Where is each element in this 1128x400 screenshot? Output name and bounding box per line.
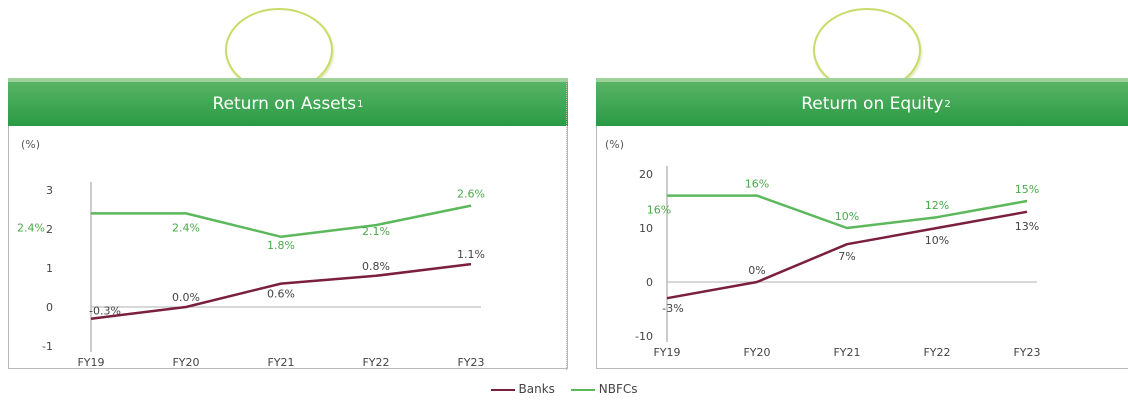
chart1-label-nbfcs-3: 12% <box>925 199 949 212</box>
chart1-x-tick-fy22: FY22 <box>923 346 950 359</box>
chart0-y-tick-0: -1 <box>42 340 53 353</box>
chart1-x-tick-fy21: FY21 <box>833 346 860 359</box>
roa-panel: Return on Assets 1 (%) -1 0 1 2 3 FY19 FY20 FY21 F… <box>8 78 568 369</box>
chart1-label-nbfcs-0: 16% <box>647 204 671 217</box>
chart1-y-tick-2: 10 <box>639 222 653 235</box>
chart0-x-tick-fy20: FY20 <box>172 356 199 368</box>
chart0-label-nbfcs-0: 2.4% <box>17 221 45 234</box>
chart1-x-tick-fy20: FY20 <box>743 346 770 359</box>
chart1-label-nbfcs-2: 10% <box>835 210 859 223</box>
roa-title: Return on Assets <box>212 94 357 114</box>
roe-panel: Return on Equity 2 (%) -10 0 10 20 FY19 FY20 FY2… <box>596 78 1128 369</box>
chart0-label-banks-3: 0.8% <box>362 260 390 273</box>
roe-panel-header: Return on Equity 2 <box>596 78 1128 126</box>
roe-chart: (%) -10 0 10 20 FY19 FY20 FY21 FY22 FY23 -3% 0% 7% 10… <box>605 138 1041 359</box>
chart0-x-tick-fy19: FY19 <box>77 356 104 368</box>
chart1-x-tick-fy23: FY23 <box>1013 346 1040 359</box>
legend-item-banks: Banks <box>490 382 555 396</box>
legend-item-nbfcs: NBFCs <box>570 382 638 396</box>
chart0-unit-label: (%) <box>21 138 40 151</box>
chart0-y-tick-2: 1 <box>46 262 53 275</box>
legend-label-nbfcs: NBFCs <box>598 382 638 396</box>
chart1-label-banks-2: 7% <box>838 250 855 263</box>
legend-label-banks: Banks <box>518 382 555 396</box>
chart1-label-banks-4: 13% <box>1015 220 1039 233</box>
chart1-label-banks-3: 10% <box>925 234 949 247</box>
legend-swatch-banks <box>490 388 515 391</box>
chart1-y-tick-3: 20 <box>639 168 653 181</box>
chart0-label-nbfcs-4: 2.6% <box>457 188 485 201</box>
chart1-label-nbfcs-4: 15% <box>1015 183 1039 196</box>
roe-title: Return on Equity <box>801 94 944 114</box>
chart0-label-nbfcs-3: 2.1% <box>362 225 390 238</box>
panel-divider <box>566 80 567 370</box>
chart0-x-tick-fy23: FY23 <box>457 356 484 368</box>
chart1-series-nbfcs <box>667 194 1028 230</box>
roe-title-sup: 2 <box>944 98 951 110</box>
chart0-x-tick-fy21: FY21 <box>267 356 294 368</box>
chart0-y-tick-1: 0 <box>46 301 53 314</box>
chart1-label-banks-0: -3% <box>662 302 683 315</box>
chart0-label-nbfcs-2: 1.8% <box>267 239 295 252</box>
chart1-unit-label: (%) <box>605 138 624 151</box>
chart1-label-nbfcs-1: 16% <box>745 178 769 191</box>
chart0-series-banks <box>90 262 472 320</box>
chart0-label-banks-1: 0.0% <box>172 291 200 304</box>
legend-swatch-nbfcs <box>570 388 595 391</box>
chart1-y-tick-0: -10 <box>635 330 653 343</box>
chart1-x-tick-fy19: FY19 <box>653 346 680 359</box>
chart0-y-tick-4: 3 <box>46 184 53 197</box>
chart0-series-nbfcs <box>91 204 472 239</box>
roa-title-sup: 1 <box>357 98 364 110</box>
roa-panel-header: Return on Assets 1 <box>8 78 568 126</box>
chart0-x-tick-fy22: FY22 <box>362 356 389 368</box>
chart0-label-banks-0: -0.3% <box>89 305 121 318</box>
chart0-label-banks-4: 1.1% <box>457 248 485 261</box>
roa-chart: (%) -1 0 1 2 3 FY19 FY20 FY21 FY22 FY23 -0.3% 0.0% 0.… <box>17 138 485 368</box>
chart0-label-nbfcs-1: 2.4% <box>172 221 200 234</box>
chart1-label-banks-1: 0% <box>748 264 765 277</box>
chart0-label-banks-2: 0.6% <box>267 288 295 301</box>
chart1-series-banks <box>666 210 1028 300</box>
chart0-y-tick-3: 2 <box>46 223 53 236</box>
legend: Banks NBFCs <box>0 382 1128 396</box>
chart1-y-tick-1: 0 <box>646 276 653 289</box>
